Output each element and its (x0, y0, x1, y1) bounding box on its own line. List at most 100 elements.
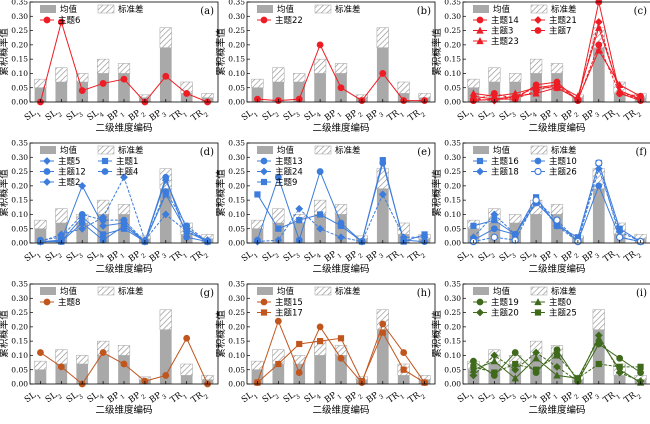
y-tick-label: 0.00 (228, 239, 245, 248)
legend-std-swatch (530, 4, 548, 14)
x-tick-label: SL2 (44, 247, 64, 266)
x-tick-label: SL3 (498, 247, 518, 266)
y-tick-label: 0.35 (444, 0, 461, 7)
data-point (469, 92, 478, 100)
legend-mean-swatch (257, 146, 273, 154)
mean-bar (34, 228, 47, 243)
x-tick-label: TR2 (623, 247, 643, 266)
x-axis-label: 二级维度编码 (312, 263, 369, 275)
legend-series-label: 主题14 (491, 15, 519, 26)
y-tick-label: 0.20 (444, 40, 461, 49)
chart-panel: 0.00 0.05 0.10 0.15 0.20 0.25 0.30 0.35 SL1 SL2 SL… (215, 139, 436, 275)
x-axis-label: 二级维度编码 (528, 122, 585, 134)
data-point (490, 210, 499, 219)
legend-series-label: 主题10 (549, 156, 577, 167)
data-point (337, 354, 345, 362)
legend-series-marker (43, 178, 51, 186)
y-tick-label: 0.25 (228, 308, 245, 317)
std-bar (201, 93, 214, 98)
data-point (275, 360, 282, 368)
std-bar (418, 93, 431, 98)
y-tick-label: 0.10 (444, 69, 461, 78)
std-bar (314, 58, 327, 74)
x-tick-label: TR1 (169, 106, 189, 125)
y-axis-label: 累积概率值 (0, 310, 10, 358)
x-tick-label: SL2 (477, 106, 497, 125)
std-bar (467, 78, 480, 88)
panel-label: (c) (634, 6, 648, 17)
data-point (78, 87, 86, 94)
legend-series-label: 主题18 (491, 167, 519, 178)
x-tick-label: SL2 (44, 106, 64, 125)
data-point (275, 225, 282, 232)
y-tick-label: 0.05 (444, 224, 461, 233)
data-point (78, 181, 87, 190)
data-point (595, 0, 603, 6)
y-tick-label: 0.10 (11, 210, 28, 219)
x-tick-label: TR1 (602, 106, 622, 125)
data-point (553, 362, 561, 371)
std-bar (509, 73, 522, 83)
mean-bar (592, 329, 605, 384)
y-tick-label: 0.15 (444, 337, 461, 346)
data-point (120, 222, 128, 230)
data-point (532, 348, 541, 357)
y-tick-label: 0.05 (444, 365, 461, 374)
y-tick-label: 0.00 (11, 380, 28, 389)
data-point (616, 354, 624, 362)
x-tick-label: TR2 (190, 106, 210, 125)
mean-bar (376, 188, 389, 243)
data-point (553, 346, 561, 354)
data-point (615, 227, 624, 236)
mean-bar (293, 82, 306, 102)
legend-std-label: 标准差 (118, 145, 144, 156)
legend-series-label: 主题26 (549, 167, 577, 178)
data-point (595, 182, 603, 190)
data-point (254, 191, 261, 198)
mean-bar (97, 73, 109, 102)
y-tick-label: 0.30 (228, 12, 245, 21)
data-point (182, 227, 191, 236)
data-point (57, 18, 65, 26)
legend-series-marker (43, 298, 51, 306)
legend-series-marker (476, 37, 484, 45)
data-point (274, 317, 282, 325)
data-point (511, 349, 519, 356)
y-tick-label: 0.05 (228, 224, 245, 233)
legend-std-label: 标准差 (118, 4, 144, 15)
mean-bar (251, 87, 264, 102)
mean-bar (592, 47, 605, 102)
data-point (421, 231, 428, 238)
data-point (469, 371, 478, 380)
data-point (99, 80, 107, 87)
x-tick-label: SL1 (23, 388, 43, 407)
y-tick-label: 0.10 (11, 351, 28, 360)
x-tick-label: SL1 (23, 106, 43, 125)
data-point (316, 323, 324, 331)
std-bar (530, 58, 543, 74)
mean-bar (34, 87, 47, 102)
y-tick-label: 0.35 (228, 280, 245, 289)
data-point (162, 72, 170, 80)
data-point (316, 224, 325, 233)
y-tick-label: 0.20 (228, 181, 245, 190)
y-tick-label: 0.35 (228, 139, 245, 148)
legend-std-swatch (314, 286, 332, 296)
data-point (162, 173, 170, 181)
legend-mean-swatch (40, 287, 56, 295)
legend-std-label: 标准差 (335, 145, 361, 156)
y-tick-label: 0.15 (11, 196, 28, 205)
legend-mean-swatch (257, 5, 273, 13)
y-tick-label: 0.00 (228, 98, 245, 107)
data-point (490, 225, 498, 233)
y-axis-label: 累积概率值 (431, 310, 443, 358)
legend-series-marker (534, 27, 542, 34)
y-tick-label: 0.25 (11, 308, 28, 317)
data-point (99, 221, 108, 230)
mean-bar (592, 188, 605, 243)
data-point (594, 18, 603, 26)
x-tick-label: SL2 (261, 388, 281, 407)
legend-mean-swatch (473, 5, 489, 13)
x-axis-label: 二级维度编码 (312, 122, 369, 134)
x-tick-label: TR2 (407, 247, 427, 266)
